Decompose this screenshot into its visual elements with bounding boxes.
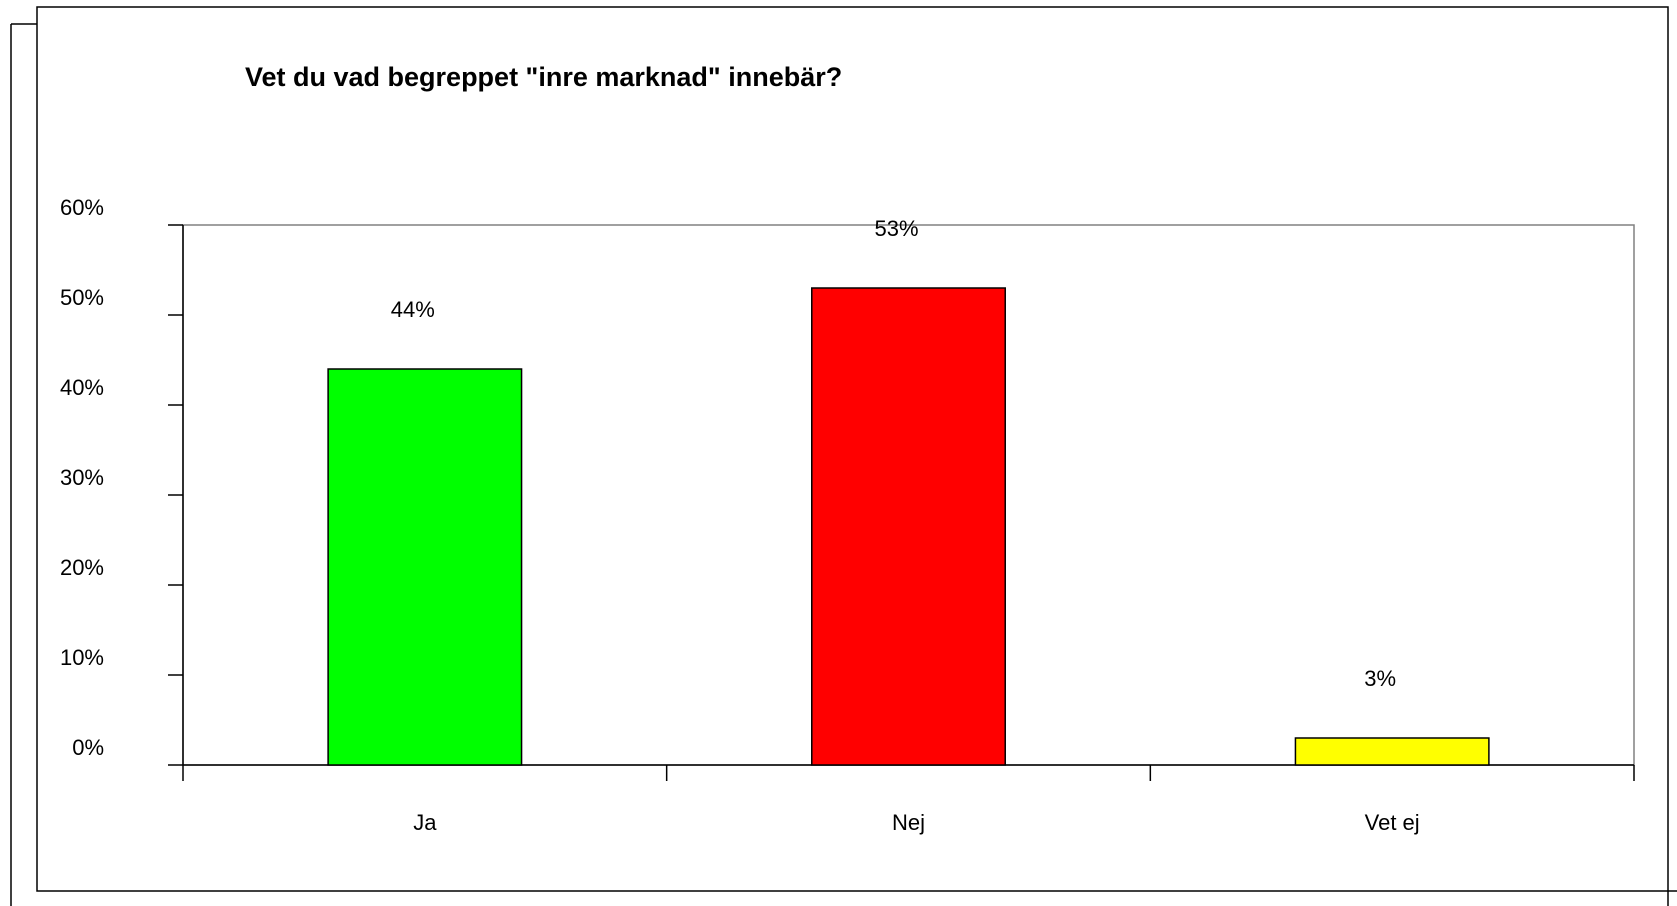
y-axis: 0% 10% 20% 30% 40% 50% 60% [60, 195, 184, 766]
x-tick-label: Vet ej [1365, 810, 1420, 835]
bar-vet-ej [1294, 737, 1490, 766]
bar-ja [327, 368, 523, 766]
y-tick-label: 50% [60, 285, 104, 310]
chart-title: Vet du vad begreppet "inre marknad" inne… [245, 62, 842, 92]
x-tick-label: Ja [413, 810, 437, 835]
y-tick-label: 30% [60, 465, 104, 490]
x-tick-label: Nej [892, 810, 925, 835]
y-tick-label: 0% [72, 735, 104, 760]
bar-series: 44% 53% 3% [327, 216, 1490, 766]
x-axis: Ja Nej Vet ej [182, 764, 1635, 835]
y-tick-label: 20% [60, 555, 104, 580]
data-label: 53% [874, 216, 918, 241]
chart-area-frame [36, 6, 1669, 892]
data-label: 44% [391, 297, 435, 322]
data-label: 3% [1364, 666, 1396, 691]
y-tick-label: 10% [60, 645, 104, 670]
y-tick-label: 40% [60, 375, 104, 400]
y-tick-label: 60% [60, 195, 104, 220]
bar-nej [811, 287, 1006, 766]
